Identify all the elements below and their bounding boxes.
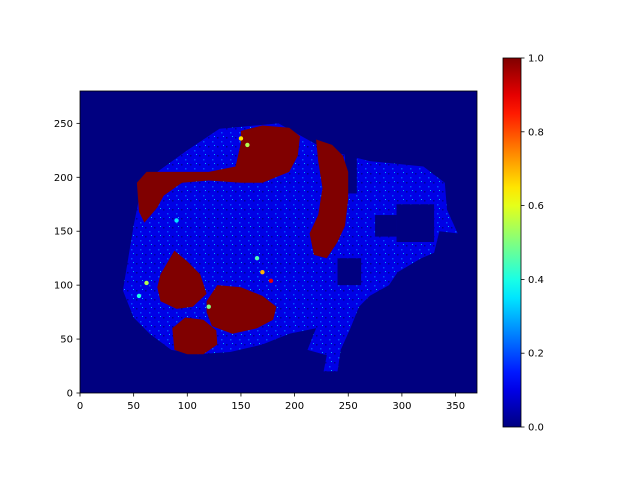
- y-tick-label: 50: [60, 335, 73, 346]
- high-value-region: [136, 125, 300, 223]
- masked-block: [375, 215, 397, 237]
- hotspot: [245, 142, 250, 148]
- x-tick-label: 200: [285, 401, 304, 412]
- y-tick-label: 100: [54, 281, 73, 292]
- hotspot: [260, 270, 265, 275]
- x-axis: 0 50 100 150 200 250 300 350: [77, 393, 465, 412]
- x-tick-label: 100: [178, 401, 197, 412]
- y-tick-label: 150: [54, 227, 73, 238]
- colorbar-bar: [502, 57, 522, 428]
- masked-block: [396, 204, 435, 242]
- high-value-region: [157, 250, 207, 309]
- y-tick-label: 250: [54, 119, 73, 130]
- x-tick-label: 150: [231, 401, 250, 412]
- hotspot: [174, 218, 179, 223]
- colorbar-tick-label: 0.0: [528, 423, 544, 434]
- masked-block: [337, 258, 362, 286]
- high-value-region: [309, 139, 349, 259]
- x-tick-label: 50: [127, 401, 140, 412]
- high-value-region: [172, 317, 218, 355]
- masked-block: [345, 128, 357, 194]
- colorbar-tick-label: 0.2: [528, 349, 544, 360]
- x-tick-label: 300: [392, 401, 411, 412]
- high-value-region: [206, 285, 277, 334]
- colorbar-tick-label: 0.4: [528, 275, 544, 286]
- colorbar-tick-label: 0.6: [528, 201, 544, 212]
- plot-frame: [79, 90, 478, 394]
- x-tick-label: 0: [77, 401, 83, 412]
- y-tick-label: 0: [67, 389, 73, 400]
- colorbar-tick-label: 0.8: [528, 127, 544, 138]
- heatmap-image: [80, 91, 477, 393]
- colorbar-tick-label: 1.0: [528, 54, 544, 65]
- x-tick-label: 350: [446, 401, 465, 412]
- y-axis: 0 50 100 150 200 250: [54, 119, 80, 400]
- hotspot: [136, 293, 142, 299]
- plot-area: [79, 90, 478, 394]
- hotspot: [254, 255, 260, 261]
- hotspot: [238, 136, 244, 141]
- hotspot: [268, 278, 274, 284]
- hotspot: [206, 304, 211, 309]
- colorbar: 0.0 0.2 0.4 0.6 0.8 1.0: [502, 54, 544, 434]
- y-tick-label: 200: [54, 173, 73, 184]
- x-tick-label: 250: [339, 401, 358, 412]
- hotspot: [144, 280, 149, 286]
